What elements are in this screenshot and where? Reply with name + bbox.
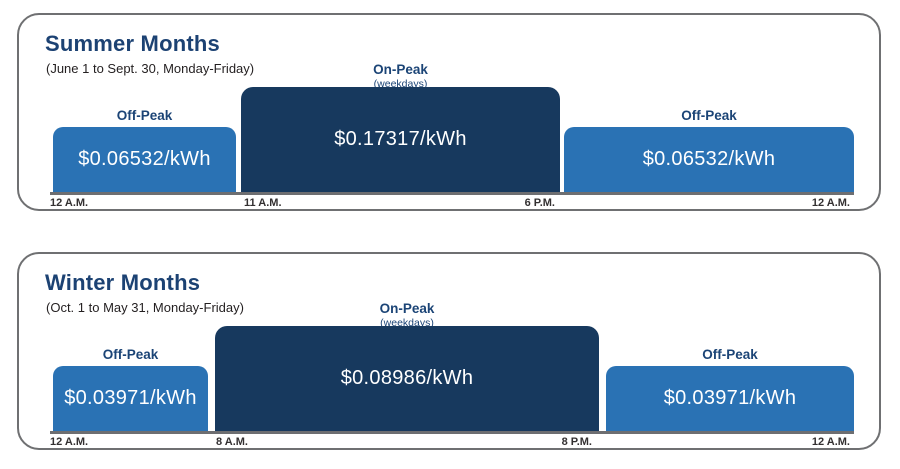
winter-time-midnight-end: 12 A.M. <box>811 436 850 448</box>
onpeak-weekdays-note: (weekdays) <box>373 77 428 90</box>
winter-offpeak-morning-rate: $0.03971/kWh <box>64 387 197 409</box>
summer-title: Summer Months <box>45 31 220 56</box>
summer-offpeak-morning-label: Off-Peak <box>116 108 173 123</box>
winter-offpeak-morning-label: Off-Peak <box>102 347 159 362</box>
summer-axis-line <box>50 192 854 195</box>
summer-onpeak-label: On-Peak (weekdays) <box>241 62 560 90</box>
winter-time-onpeak-end: 8 P.M. <box>561 436 592 448</box>
summer-subtitle: (June 1 to Sept. 30, Monday-Friday) <box>46 61 255 76</box>
summer-offpeak-morning-rate: $0.06532/kWh <box>78 148 211 170</box>
winter-onpeak-rate: $0.08986/kWh <box>340 367 474 389</box>
summer-offpeak-morning-bar: $0.06532/kWh <box>53 127 236 192</box>
summer-offpeak-evening-bar: $0.06532/kWh <box>564 127 854 192</box>
summer-offpeak-evening-rate: $0.06532/kWh <box>642 148 776 170</box>
winter-subtitle: (Oct. 1 to May 31, Monday-Friday) <box>46 300 244 315</box>
winter-time-onpeak-start: 8 A.M. <box>216 436 248 448</box>
onpeak-label-text: On-Peak <box>379 301 435 316</box>
summer-onpeak-rate: $0.17317/kWh <box>334 128 467 150</box>
winter-onpeak-label: On-Peak (weekdays) <box>215 301 599 329</box>
winter-offpeak-evening-label: Off-Peak <box>702 347 758 362</box>
winter-rate-card: Winter Months (Oct. 1 to May 31, Monday-… <box>17 252 881 450</box>
onpeak-weekdays-note: (weekdays) <box>380 316 434 329</box>
winter-axis-line <box>50 431 854 434</box>
onpeak-label-text: On-Peak <box>373 62 428 77</box>
winter-time-midnight-start: 12 A.M. <box>50 436 89 448</box>
winter-offpeak-evening-rate: $0.03971/kWh <box>663 387 797 409</box>
summer-time-midnight-start: 12 A.M. <box>50 197 89 209</box>
summer-rate-card: Summer Months (June 1 to Sept. 30, Monda… <box>17 13 881 211</box>
summer-time-onpeak-start: 11 A.M. <box>244 197 282 209</box>
winter-offpeak-morning-bar: $0.03971/kWh <box>53 366 208 431</box>
winter-offpeak-evening-bar: $0.03971/kWh <box>606 366 854 431</box>
summer-offpeak-evening-label: Off-Peak <box>681 108 737 123</box>
winter-onpeak-bar: $0.08986/kWh <box>215 326 599 431</box>
winter-title: Winter Months <box>45 270 201 295</box>
summer-time-onpeak-end: 6 P.M. <box>524 197 555 209</box>
summer-time-midnight-end: 12 A.M. <box>811 197 850 209</box>
summer-onpeak-bar: $0.17317/kWh <box>241 87 560 192</box>
